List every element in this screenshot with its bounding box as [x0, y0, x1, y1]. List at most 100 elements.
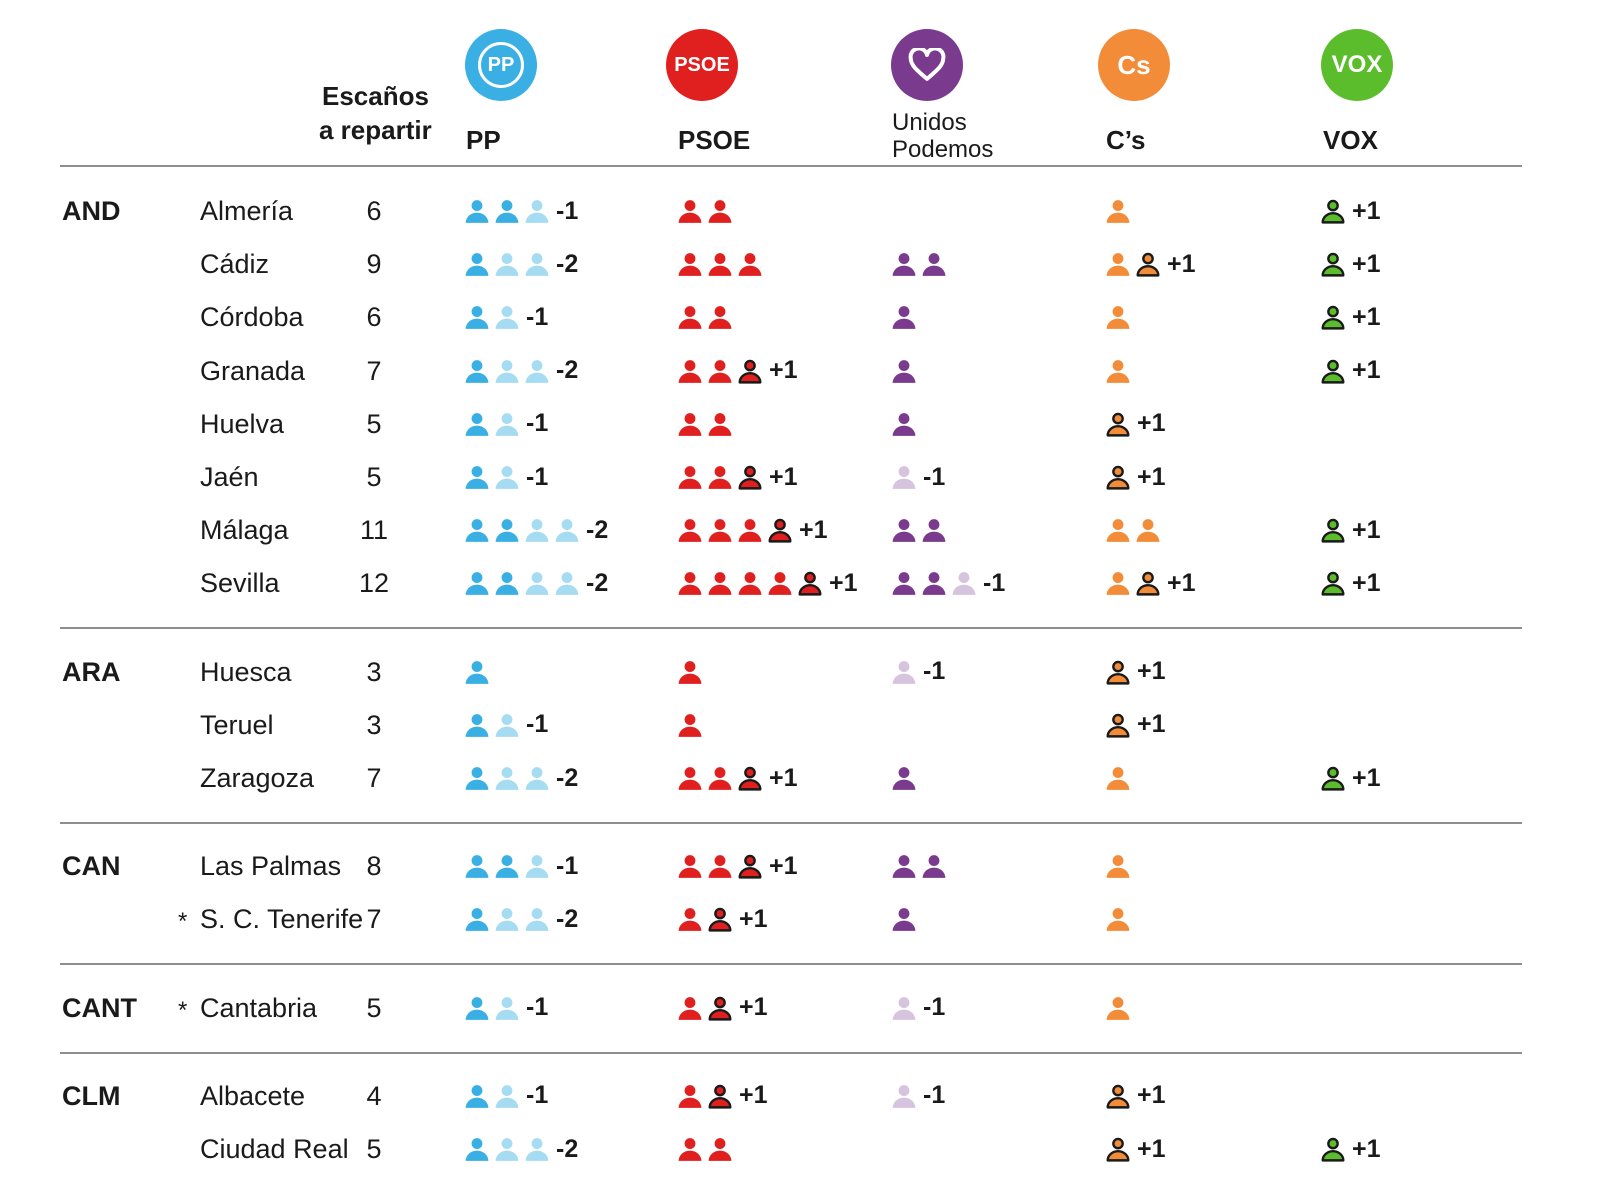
person-kept-icon [1106, 767, 1130, 790]
person-kept-icon [738, 572, 762, 596]
person-kept-icon [465, 466, 489, 489]
cs-seat-cell: +1 [1105, 568, 1196, 598]
person-kept-icon [922, 855, 946, 879]
seats-number: 7 [366, 904, 382, 935]
seat-delta-label: +1 [769, 851, 798, 880]
person-lost-icon [525, 519, 549, 543]
person-gained-icon [1106, 713, 1130, 738]
person-gained-icon [738, 766, 762, 791]
person-kept-icon [892, 412, 916, 436]
psoe-seat-cell [677, 657, 707, 687]
seat-delta-label: +1 [799, 515, 828, 544]
person-lost-icon [495, 1138, 519, 1161]
vox-seat-cell: +1 [1320, 568, 1381, 598]
pp-seat-cell: -2 [464, 904, 578, 934]
cs-seat-cell: +1 [1105, 657, 1166, 687]
person-lost-icon [495, 713, 519, 737]
person-kept-icon [708, 253, 732, 277]
seat-delta-label: +1 [739, 1081, 768, 1110]
person-kept-icon [495, 519, 519, 543]
seat-delta-label: +1 [1167, 568, 1196, 597]
person-kept-icon [768, 572, 792, 596]
province-name: Cádiz [200, 249, 270, 280]
group-divider [60, 1051, 1522, 1054]
person-lost-icon [525, 253, 549, 277]
psoe-seat-cell: +1 [677, 356, 798, 386]
psoe-seat-cell [677, 710, 707, 740]
person-kept-icon [465, 908, 489, 932]
cs-seat-cell [1105, 904, 1135, 934]
person-kept-icon [678, 253, 702, 277]
seat-delta-label: -1 [526, 462, 549, 491]
seats-number: 5 [366, 992, 382, 1023]
seat-delta-label: -1 [923, 462, 946, 491]
up-seat-cell [891, 249, 951, 279]
up-seat-cell: -1 [891, 568, 1005, 598]
pp-seat-cell: -1 [464, 409, 548, 439]
person-kept-icon [678, 200, 702, 223]
cs-seat-cell [1105, 851, 1135, 881]
seats-number: 7 [366, 763, 382, 793]
person-kept-icon [465, 767, 489, 790]
cs-seat-cell: +1 [1105, 249, 1196, 279]
person-kept-icon [708, 412, 732, 436]
psoe-seat-cell: +1 [677, 568, 858, 598]
person-gained-icon [738, 854, 762, 879]
pp-seat-cell: -2 [464, 515, 608, 545]
up-seat-cell [891, 302, 921, 332]
person-kept-icon [678, 466, 702, 489]
person-kept-icon [1106, 200, 1130, 223]
seats-header-line-2: a repartir [319, 115, 432, 145]
asterisk-marker: * [178, 908, 188, 936]
person-kept-icon [708, 767, 732, 790]
person-kept-icon [892, 306, 916, 330]
cs-seat-cell: +1 [1105, 462, 1166, 492]
vox-seat-cell: +1 [1320, 356, 1381, 386]
seat-delta-label: -2 [586, 515, 609, 544]
up-seat-cell [891, 763, 921, 793]
person-lost-icon [495, 908, 519, 932]
vox-seat-cell: +1 [1320, 196, 1381, 226]
seat-delta-label: -1 [526, 1081, 549, 1110]
seat-delta-label: +1 [1137, 1134, 1166, 1163]
seat-delta-label: +1 [739, 993, 768, 1022]
person-kept-icon [1106, 519, 1130, 543]
psoe-logo-text: PSOE [674, 53, 730, 76]
seat-delta-label: -1 [983, 568, 1006, 597]
person-kept-icon [678, 996, 702, 1020]
region-code: CANT [62, 992, 137, 1023]
province-name: Albacete [200, 1080, 306, 1111]
person-gained-icon [1106, 1084, 1130, 1109]
seat-delta-label: -1 [923, 657, 946, 686]
person-gained-icon [798, 572, 822, 596]
person-kept-icon [465, 996, 489, 1020]
person-kept-icon [495, 200, 519, 223]
cs-seat-cell [1105, 196, 1135, 226]
cs-column-header: C’s [1106, 125, 1146, 155]
seats-number: 5 [366, 408, 382, 439]
region-code: ARA [62, 656, 121, 687]
person-gained-icon [1321, 1137, 1345, 1162]
person-lost-icon [495, 767, 519, 790]
pp-seat-cell: -1 [464, 196, 578, 226]
seat-delta-label: +1 [1352, 196, 1381, 225]
group-divider [60, 627, 1522, 630]
person-kept-icon [892, 767, 916, 790]
psoe-seat-cell: +1 [677, 904, 768, 934]
person-kept-icon [708, 359, 732, 383]
seat-delta-label: +1 [769, 462, 798, 491]
seat-delta-label: +1 [1137, 409, 1166, 438]
province-name: Las Palmas [200, 851, 342, 882]
cs-logo-text: Cs [1117, 49, 1151, 80]
person-kept-icon [678, 1084, 702, 1108]
up-seat-cell [891, 851, 951, 881]
seat-delta-label: -1 [526, 993, 549, 1022]
psoe-seat-cell: +1 [677, 462, 798, 492]
seat-delta-label: +1 [1352, 1134, 1381, 1163]
person-lost-icon [555, 519, 579, 543]
person-kept-icon [892, 519, 916, 543]
person-kept-icon [678, 572, 702, 596]
person-lost-icon [892, 660, 916, 684]
person-kept-icon [495, 572, 519, 596]
